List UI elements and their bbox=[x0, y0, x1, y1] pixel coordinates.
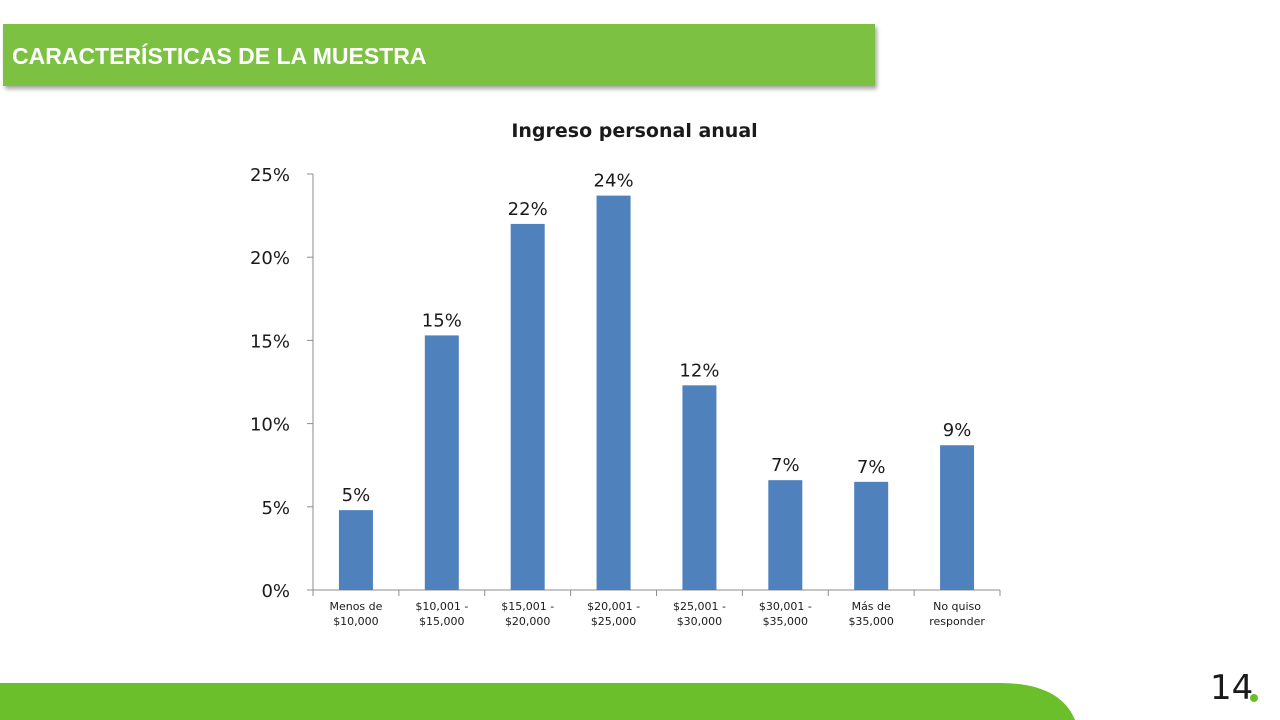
data-label: 22% bbox=[508, 199, 548, 220]
x-tick-label: responder bbox=[929, 615, 985, 628]
y-tick-label: 25% bbox=[250, 165, 290, 186]
x-tick-label: No quiso bbox=[933, 600, 981, 613]
x-tick-label: $25,001 - bbox=[673, 600, 726, 613]
x-tick-label: $35,000 bbox=[848, 615, 894, 628]
page-number: 14 bbox=[1210, 668, 1254, 708]
x-tick-label: $25,000 bbox=[591, 615, 637, 628]
data-label: 15% bbox=[422, 310, 462, 331]
bar bbox=[424, 335, 459, 590]
data-label: 9% bbox=[943, 420, 972, 441]
bar bbox=[510, 223, 545, 591]
y-tick-label: 20% bbox=[250, 248, 290, 269]
data-label: 5% bbox=[342, 485, 371, 506]
x-tick-label: Menos de bbox=[329, 600, 382, 613]
data-label: 7% bbox=[771, 455, 800, 476]
x-tick-label: Más de bbox=[852, 600, 891, 613]
bar bbox=[940, 445, 975, 590]
x-tick-label: $20,001 - bbox=[587, 600, 640, 613]
x-tick-label: $20,000 bbox=[505, 615, 551, 628]
y-tick-label: 10% bbox=[250, 415, 290, 436]
bar bbox=[596, 195, 631, 590]
x-tick-label: $10,000 bbox=[333, 615, 379, 628]
data-label: 12% bbox=[679, 360, 719, 381]
x-tick-label: $10,001 - bbox=[415, 600, 468, 613]
y-tick-label: 0% bbox=[261, 581, 290, 602]
bar bbox=[768, 480, 803, 590]
bar bbox=[854, 481, 889, 590]
bar bbox=[682, 385, 717, 590]
x-tick-label: $30,001 - bbox=[759, 600, 812, 613]
chart-title: Ingreso personal anual bbox=[511, 120, 757, 142]
page-number-dot bbox=[1250, 694, 1258, 702]
x-tick-label: $35,000 bbox=[763, 615, 809, 628]
x-tick-label: $15,000 bbox=[419, 615, 465, 628]
bar bbox=[338, 510, 373, 590]
x-tick-label: $15,001 - bbox=[501, 600, 554, 613]
footer-bar bbox=[0, 683, 1075, 720]
page-title: CARACTERÍSTICAS DE LA MUESTRA bbox=[12, 42, 427, 69]
data-label: 7% bbox=[857, 457, 886, 478]
data-label: 24% bbox=[594, 171, 634, 192]
y-tick-label: 15% bbox=[250, 331, 290, 352]
header-bar: CARACTERÍSTICAS DE LA MUESTRA bbox=[3, 24, 875, 86]
y-tick-label: 5% bbox=[261, 498, 290, 519]
x-tick-label: $30,000 bbox=[677, 615, 723, 628]
